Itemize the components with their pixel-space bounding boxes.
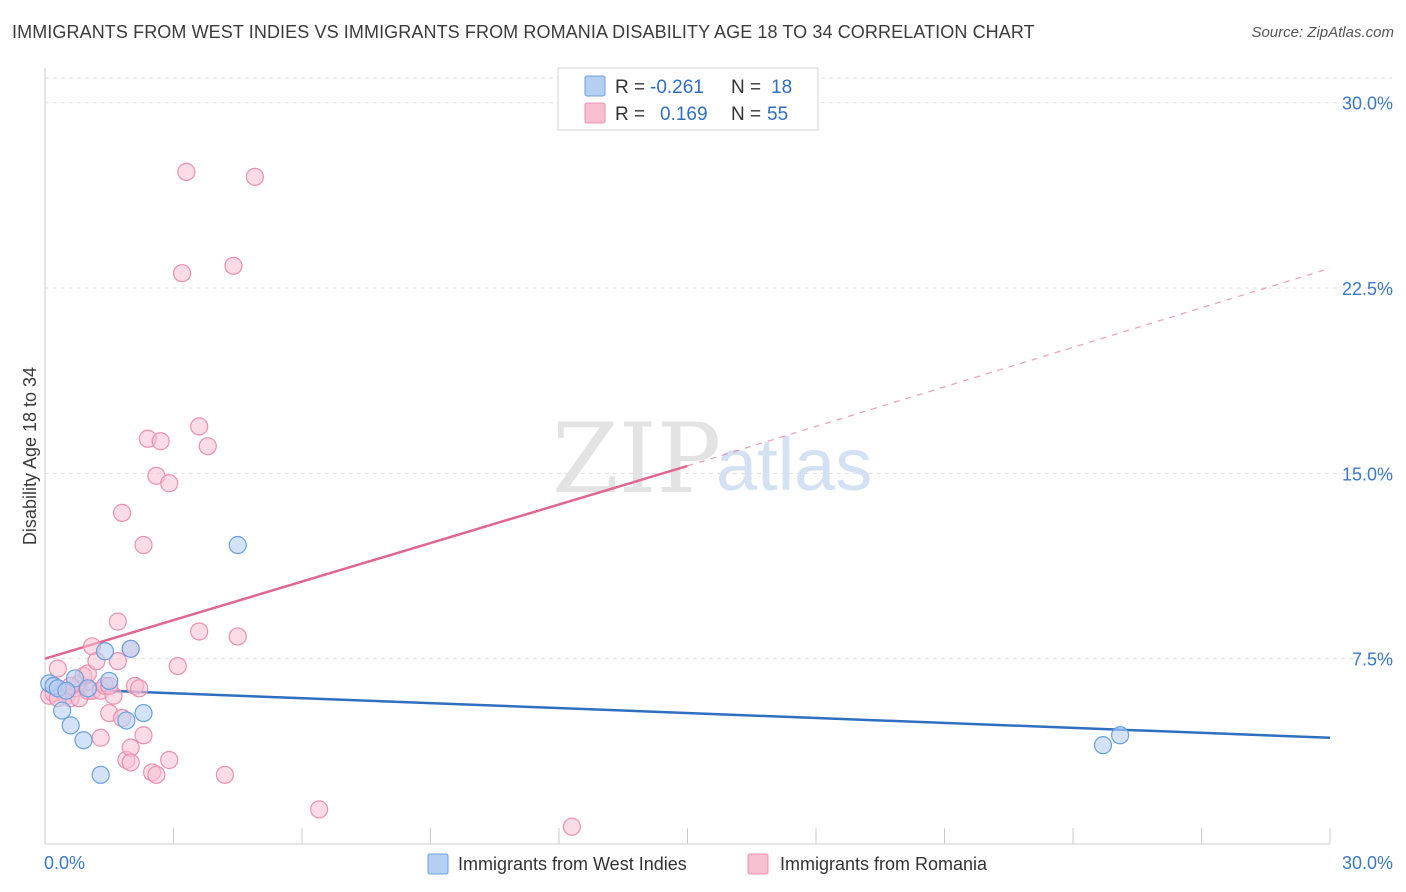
west-indies-point — [78, 679, 97, 698]
romania-point — [147, 765, 166, 784]
correlation-legend: R = -0.261 N = 18 R = 0.169 N = 55 — [557, 67, 819, 131]
romania-point — [151, 432, 170, 451]
romania-point — [190, 417, 209, 436]
bottom-legend-label-west-indies: Immigrants from West Indies — [458, 854, 687, 874]
west-indies-point — [61, 716, 80, 735]
romania-point — [224, 256, 243, 275]
y-tick-label: 30.0% — [1342, 94, 1393, 114]
romania-point — [48, 659, 67, 678]
legend-r-label-west-indies: R = — [615, 77, 645, 98]
west-indies-point — [53, 701, 72, 720]
y-tick-label: 15.0% — [1342, 464, 1393, 484]
west-indies-trend-line — [44, 687, 1331, 739]
romania-point — [310, 800, 329, 819]
legend-n-value-west-indies: 18 — [771, 77, 792, 98]
romania-point — [190, 622, 209, 641]
chart-title: IMMIGRANTS FROM WEST INDIES VS IMMIGRANT… — [12, 22, 1035, 42]
grid-layer — [45, 77, 1392, 660]
legend-swatch-west-indies — [584, 75, 606, 97]
series-legend: Immigrants from West Indies Immigrants f… — [427, 853, 988, 875]
romania-point — [160, 474, 179, 493]
legend-n-label-romania: N = — [731, 104, 761, 125]
y-axis-title: Disability Age 18 to 34 — [20, 367, 40, 545]
west-indies-point — [91, 765, 110, 784]
x-tick-label: 30.0% — [1342, 853, 1393, 873]
romania-point — [562, 817, 581, 836]
west-indies-point — [1111, 726, 1130, 745]
west-indies-point — [100, 671, 119, 691]
romania-point — [168, 656, 187, 676]
romania-point — [134, 726, 153, 745]
west-indies-point — [121, 639, 140, 658]
source-label: Source: ZipAtlas.com — [1251, 24, 1394, 41]
romania-point — [121, 753, 140, 772]
y-tick-label: 7.5% — [1352, 650, 1393, 670]
west-indies-point — [57, 681, 76, 700]
legend-swatch-romania — [584, 102, 606, 124]
legend-r-value-romania: 0.169 — [660, 104, 708, 125]
watermark-atlas: atlas — [716, 423, 872, 506]
watermark: ZIP atlas — [552, 403, 872, 515]
bottom-legend-swatch-romania — [747, 853, 769, 875]
y-tick-label: 22.5% — [1342, 279, 1393, 299]
legend-r-label-romania: R = — [615, 104, 645, 125]
x-tick-label: 0.0% — [44, 853, 85, 873]
bottom-legend-label-romania: Immigrants from Romania — [780, 854, 988, 874]
romania-point — [245, 167, 264, 186]
west-indies-point — [117, 711, 136, 730]
bottom-legend-swatch-west-indies — [427, 853, 449, 875]
west-indies-point — [228, 535, 247, 555]
west-indies-point — [1093, 736, 1113, 755]
points-layer — [40, 162, 1130, 836]
romania-trend-extension — [687, 267, 1331, 467]
legend-n-label-west-indies: N = — [731, 77, 761, 98]
romania-point — [160, 750, 179, 770]
legend-r-value-west-indies: -0.261 — [650, 77, 704, 98]
romania-point — [172, 264, 192, 283]
legend-n-value-romania: 55 — [767, 104, 788, 125]
romania-point — [177, 162, 196, 181]
west-indies-point — [65, 669, 85, 688]
watermark-zip: ZIP — [552, 403, 721, 515]
romania-point — [108, 612, 127, 631]
romania-point — [228, 627, 247, 646]
romania-point — [130, 679, 149, 698]
romania-point — [215, 765, 234, 784]
west-indies-point — [74, 731, 93, 750]
romania-point — [91, 728, 110, 747]
romania-trend-line — [44, 464, 688, 660]
axis-layer: 7.5% 15.0% 22.5% 30.0% 0.0% 30.0% — [44, 68, 1393, 873]
west-indies-point — [134, 703, 153, 723]
romania-point — [198, 437, 217, 456]
west-indies-point — [95, 642, 115, 661]
romania-point — [134, 535, 153, 555]
romania-point — [112, 503, 132, 522]
romania-point — [108, 652, 127, 671]
